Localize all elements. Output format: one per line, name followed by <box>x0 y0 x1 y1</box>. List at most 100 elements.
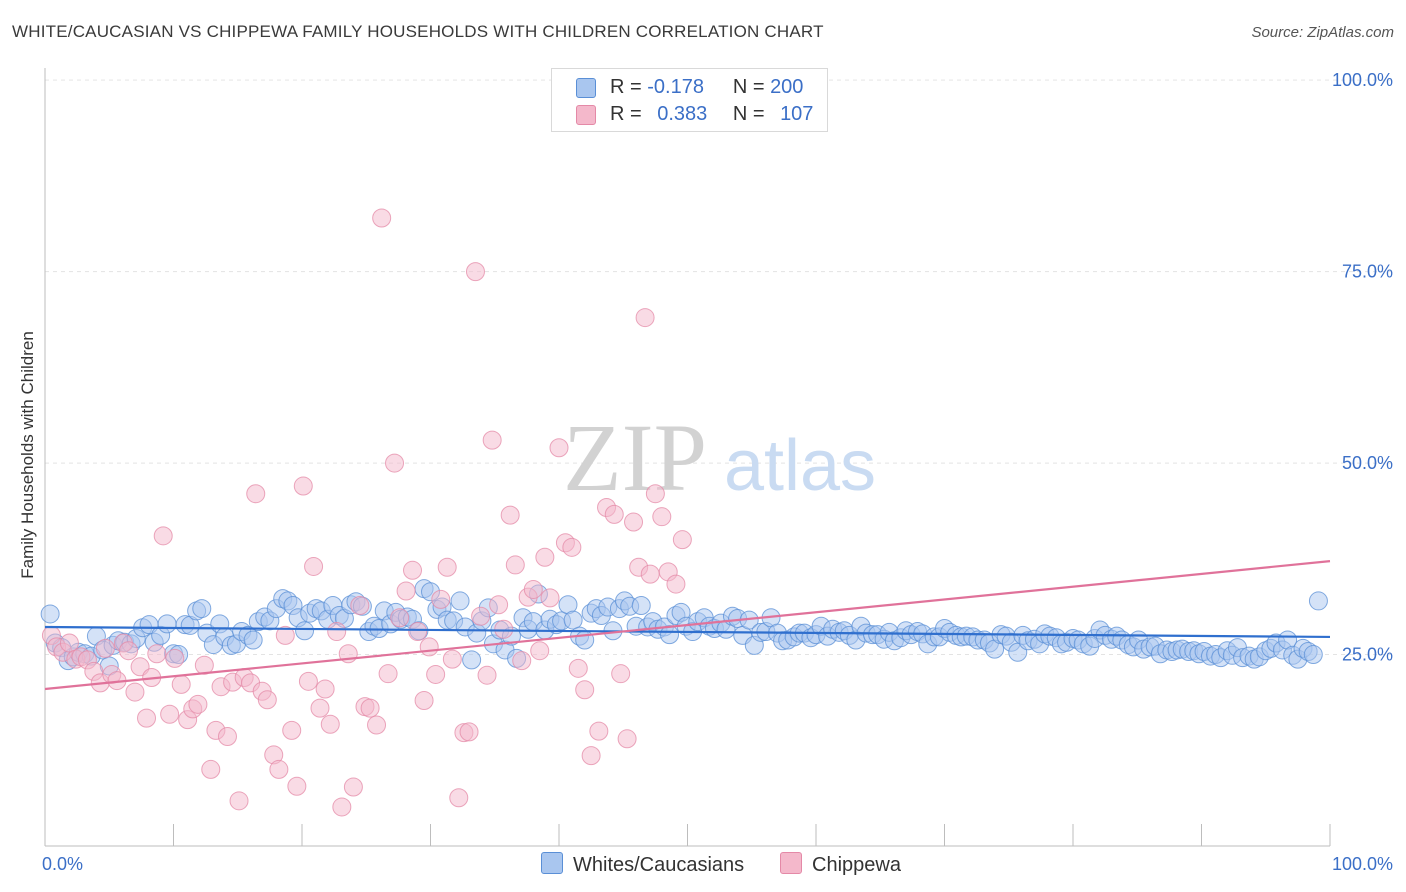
y-tick-label: 100.0% <box>1332 70 1393 90</box>
data-point <box>477 665 497 685</box>
data-point <box>360 698 380 718</box>
data-point <box>611 664 631 684</box>
data-point <box>426 664 446 684</box>
data-point <box>275 625 295 645</box>
data-point <box>512 651 532 671</box>
data-point <box>165 648 185 668</box>
data-point <box>549 438 569 458</box>
data-point <box>257 690 277 710</box>
data-point <box>568 658 588 678</box>
data-point <box>327 622 347 642</box>
data-point <box>431 589 451 609</box>
data-point <box>437 557 457 577</box>
data-point <box>482 430 502 450</box>
data-point <box>575 680 595 700</box>
data-point <box>217 726 237 746</box>
legend-item-whites: Whites/Caucasians <box>541 852 744 877</box>
y-axis-label: Family Households with Children <box>18 331 37 579</box>
data-point <box>298 671 318 691</box>
data-point <box>192 599 212 619</box>
data-point <box>408 622 428 642</box>
x-tick-labels: 0.0% 100.0% <box>42 854 1393 874</box>
r-label: R = <box>610 76 642 98</box>
r-value: 0.383 <box>657 103 708 125</box>
data-point <box>1303 645 1323 665</box>
data-point <box>489 595 509 615</box>
data-point <box>188 694 208 714</box>
data-point <box>540 588 560 608</box>
data-point <box>378 664 398 684</box>
watermark-atlas: atlas <box>724 426 876 506</box>
data-point <box>645 484 665 504</box>
data-point <box>652 507 672 527</box>
legend-stats-chippewa: R = 0.383 N = 107 <box>610 103 813 126</box>
chart-title: WHITE/CAUCASIAN VS CHIPPEWA FAMILY HOUSE… <box>12 22 824 41</box>
data-point <box>449 788 469 808</box>
data-point <box>119 641 139 661</box>
watermark: ZIP atlas <box>563 404 876 511</box>
data-point <box>367 715 387 735</box>
y-tick-label: 25.0% <box>1342 645 1393 665</box>
data-point <box>672 530 692 550</box>
r-label: R = <box>610 103 642 125</box>
data-point <box>660 625 680 645</box>
data-point <box>640 564 660 584</box>
data-point <box>589 721 609 741</box>
legend-bottom-label-whites: Whites/Caucasians <box>573 854 745 876</box>
data-point <box>442 649 462 669</box>
axes <box>44 68 1331 847</box>
x-tick-label: 100.0% <box>1332 854 1393 874</box>
data-point <box>414 690 434 710</box>
n-label: N = <box>732 103 765 125</box>
data-point <box>390 608 410 628</box>
correlation-legend: R = -0.178 N = 200 R = 0.383 N = 107 <box>551 68 828 132</box>
data-point <box>403 560 423 580</box>
data-point <box>147 644 167 664</box>
data-point <box>462 650 482 670</box>
chart-source: Source: ZipAtlas.com <box>1251 24 1394 41</box>
data-point <box>229 791 249 811</box>
data-point <box>459 722 479 742</box>
legend-swatch-whites <box>576 78 596 98</box>
data-point <box>396 581 416 601</box>
series-chippewa-points <box>41 208 692 817</box>
r-value: -0.178 <box>647 76 704 98</box>
data-point <box>562 537 582 557</box>
data-point <box>666 574 686 594</box>
data-point <box>295 621 315 641</box>
data-point <box>59 633 79 653</box>
data-point <box>350 596 370 616</box>
data-point <box>494 619 514 639</box>
data-point <box>157 614 177 634</box>
data-point <box>500 505 520 525</box>
legend-bottom-swatch-whites <box>541 852 563 874</box>
data-point <box>505 555 525 575</box>
data-point <box>450 591 470 611</box>
data-point <box>320 714 340 734</box>
legend-stats-whites: R = -0.178 N = 200 <box>610 76 803 99</box>
legend-item-chippewa: Chippewa <box>780 852 901 877</box>
legend-bottom-swatch-chippewa <box>780 852 802 874</box>
data-point <box>343 777 363 797</box>
watermark-zip: ZIP <box>563 404 707 511</box>
n-label: N = <box>732 76 765 98</box>
data-point <box>624 512 644 532</box>
data-point <box>315 679 335 699</box>
data-point <box>153 526 173 546</box>
grid-lines <box>45 79 1392 656</box>
data-point <box>40 604 60 624</box>
data-point <box>471 606 491 626</box>
data-point <box>243 630 263 650</box>
y-tick-label: 75.0% <box>1342 262 1393 282</box>
data-point <box>385 453 405 473</box>
y-tick-labels: 25.0% 50.0% 75.0% 100.0% <box>1332 70 1393 664</box>
y-tick-label: 50.0% <box>1342 453 1393 473</box>
data-point <box>332 797 352 817</box>
legend-bottom-label-chippewa: Chippewa <box>812 854 901 876</box>
data-point <box>372 208 392 228</box>
trend-lines <box>44 560 1331 691</box>
data-point <box>617 729 637 749</box>
data-point <box>635 308 655 328</box>
data-point <box>581 746 601 766</box>
data-point <box>310 698 330 718</box>
